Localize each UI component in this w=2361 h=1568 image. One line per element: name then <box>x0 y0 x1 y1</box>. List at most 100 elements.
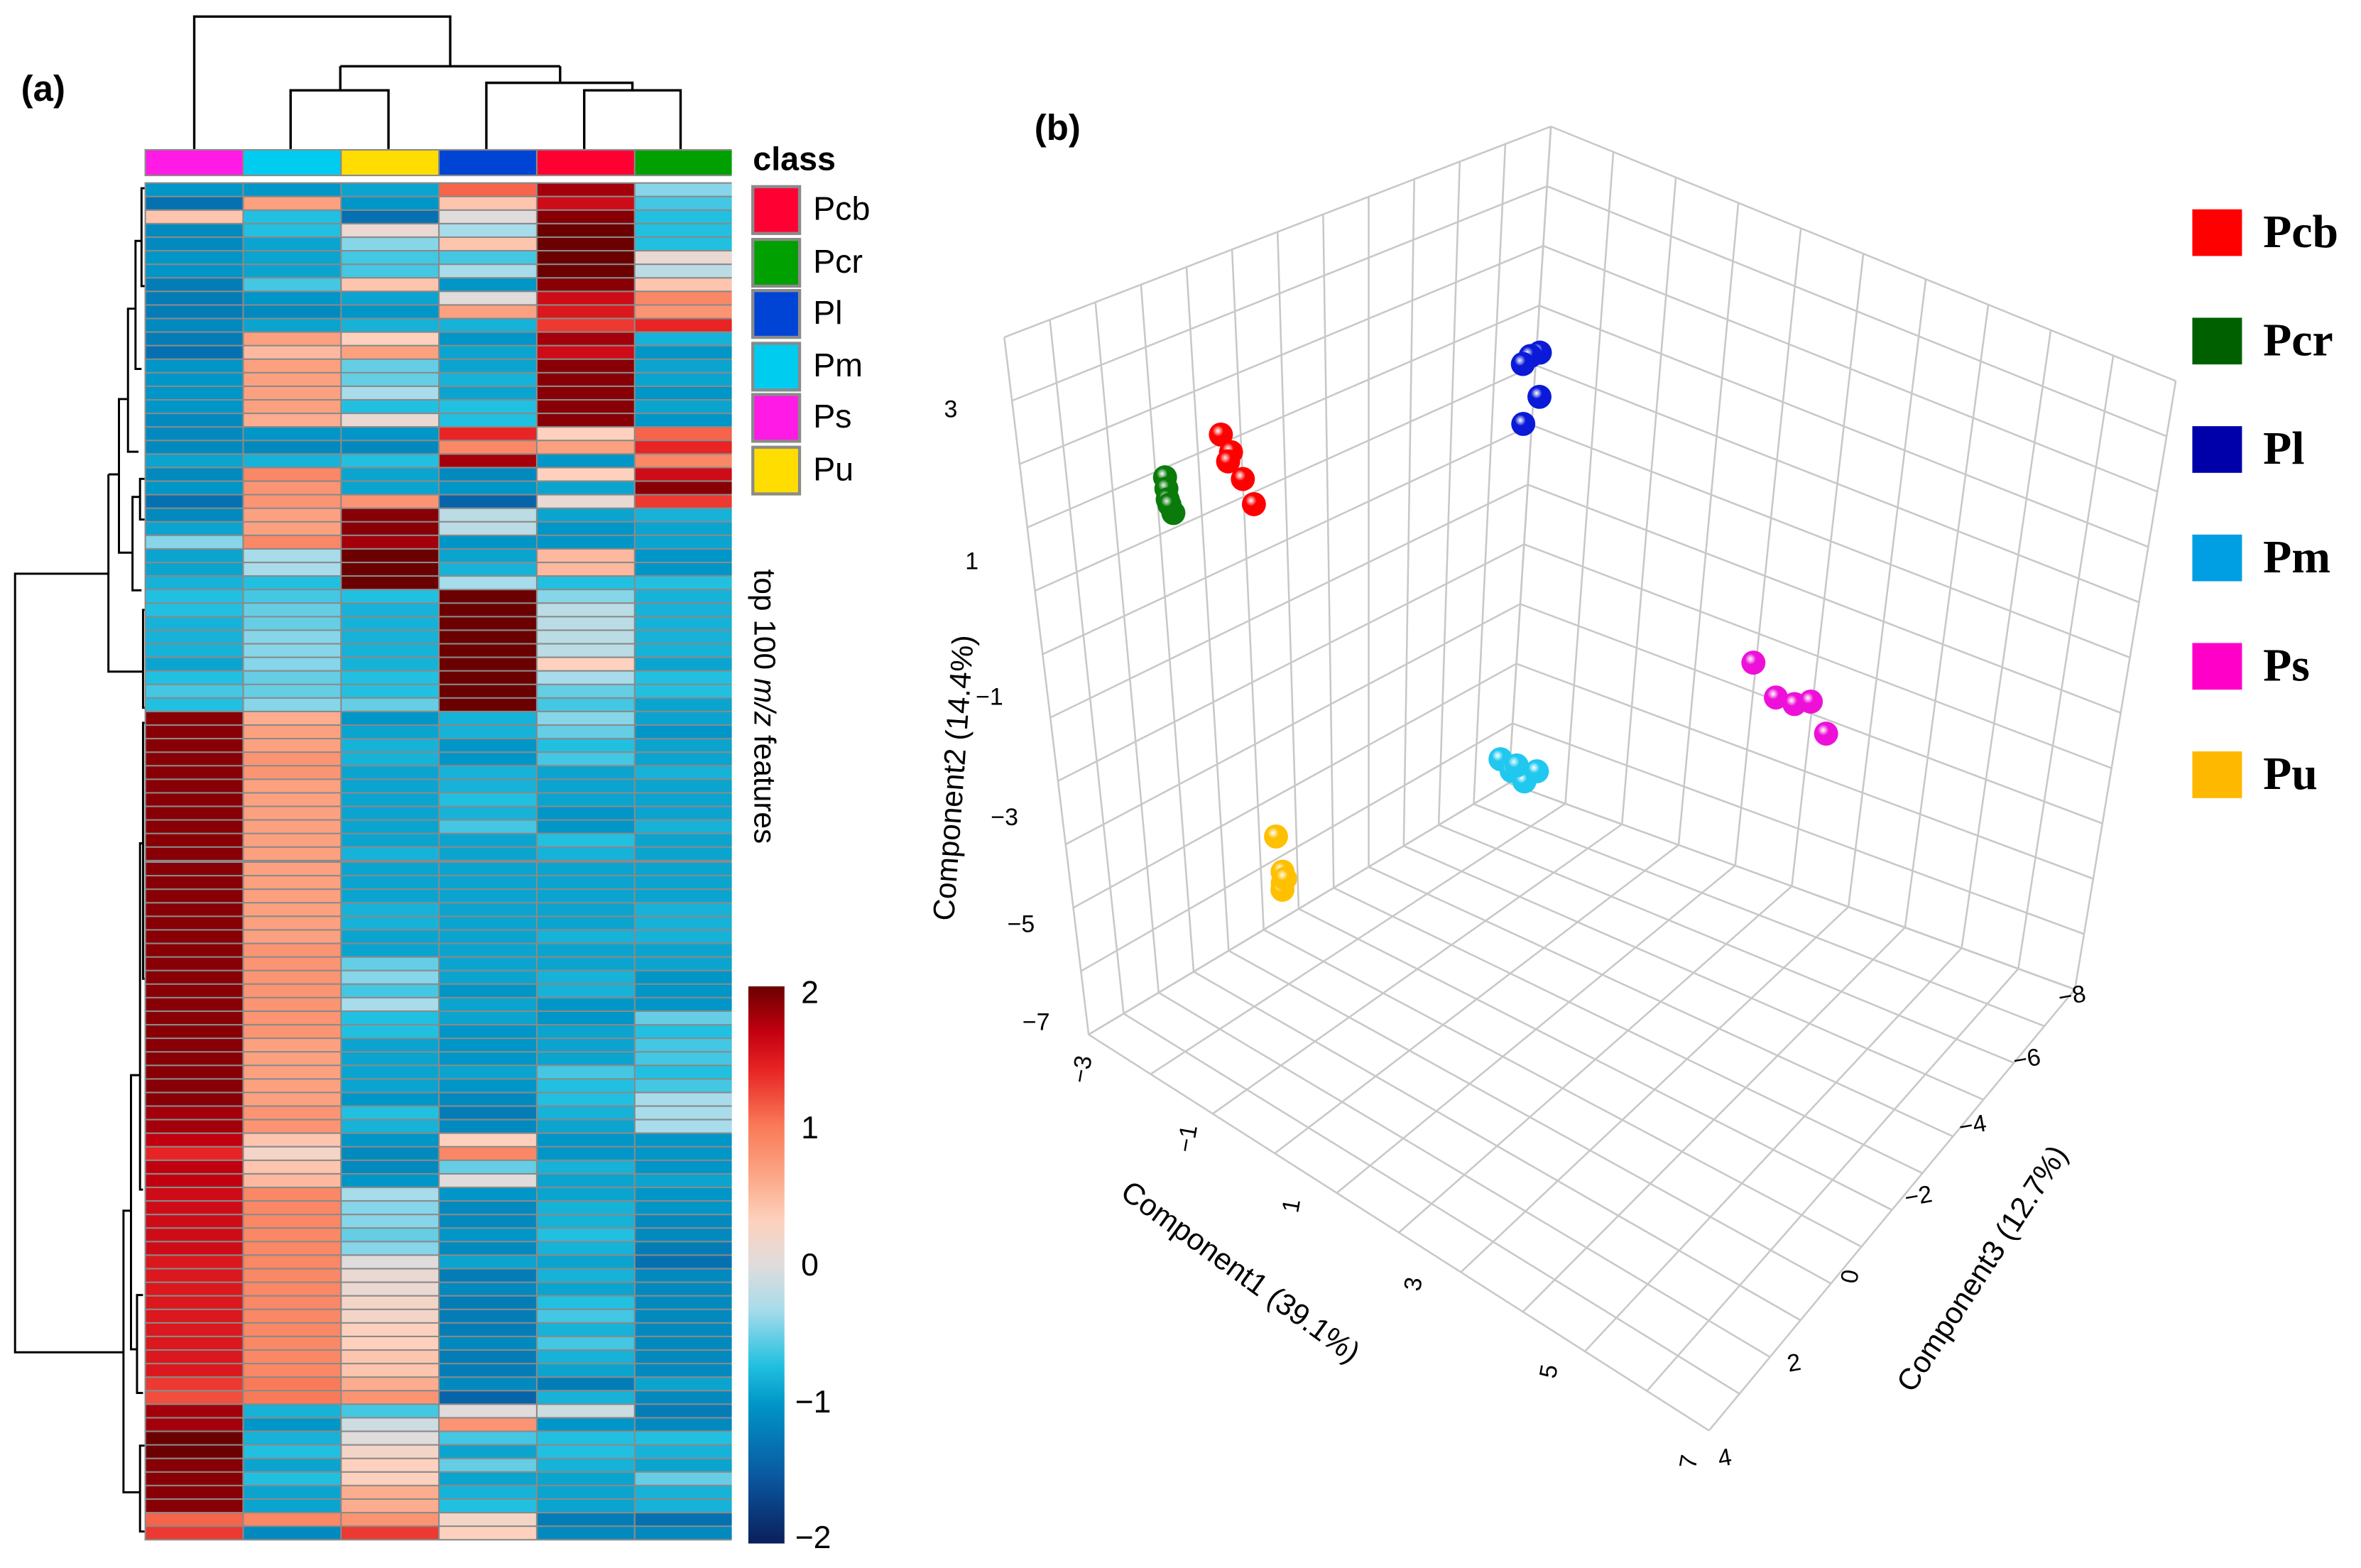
heatmap-cell <box>635 943 731 956</box>
heatmap-cell <box>538 508 633 521</box>
heatmap-cell <box>635 699 731 712</box>
right-wall-gridline <box>1791 254 1865 887</box>
heatmap-cell <box>146 305 242 317</box>
heatmap-cell <box>538 753 633 766</box>
heatmap-cell <box>635 1391 731 1404</box>
heatmap-cell <box>342 617 438 630</box>
heatmap-cell <box>635 1011 731 1024</box>
heatmap-cell <box>244 209 340 222</box>
heatmap-cell <box>440 1269 535 1282</box>
scatter-points <box>1152 340 1838 902</box>
heatmap-cell <box>635 209 731 222</box>
heatmap-cell <box>244 454 340 467</box>
heatmap-cell <box>538 712 633 725</box>
heatmap-cell <box>538 889 633 902</box>
heatmap-cell <box>146 441 242 454</box>
heatmap-cell <box>244 386 340 399</box>
heatmap-cell <box>440 1351 535 1363</box>
left-wall-gridline <box>1231 249 1265 930</box>
heatmap-cell <box>244 889 340 902</box>
heatmap-cell <box>538 209 633 222</box>
heatmap-cell <box>244 1514 340 1527</box>
floor-gridline <box>1274 844 1679 1155</box>
heatmap-cell <box>244 1391 340 1404</box>
heatmap-cell <box>244 1025 340 1038</box>
left-wall-gridline <box>1003 337 1090 1035</box>
heatmap-cell <box>538 739 633 752</box>
heatmap-cell <box>342 1079 438 1091</box>
heatmap-cell <box>146 1432 242 1445</box>
heatmap-cell <box>635 1025 731 1038</box>
heatmap-cell <box>440 848 535 861</box>
heatmap-cell <box>342 957 438 969</box>
heatmap-cell <box>538 1065 633 1078</box>
heatmap-cell <box>440 1106 535 1119</box>
heatmap-cell <box>342 604 438 616</box>
heatmap-cell <box>635 1147 731 1160</box>
heatmap-cell <box>635 1364 731 1377</box>
heatmap-cell <box>244 1297 340 1310</box>
heatmap-cell <box>635 1269 731 1282</box>
heatmap-cell <box>342 834 438 847</box>
heatmap-cell <box>244 237 340 250</box>
heatmap-cell <box>440 1215 535 1228</box>
x-axis-title: Component1 (39.1%) <box>1115 1174 1366 1369</box>
heatmap-cell <box>244 1283 340 1295</box>
heatmap-cell <box>538 1093 633 1106</box>
class-label: Pl <box>813 293 843 332</box>
heatmap-cell <box>635 386 731 399</box>
heatmap-cell <box>440 468 535 481</box>
heatmap-cell <box>635 1079 731 1091</box>
point-pcb <box>1241 492 1266 516</box>
heatmap-cell <box>635 1052 731 1065</box>
heatmap-cell <box>244 903 340 915</box>
heatmap-cell <box>635 223 731 236</box>
legend-swatch-ps <box>2192 643 2242 690</box>
heatmap-cell <box>538 1459 633 1472</box>
heatmap-cell <box>635 1528 731 1540</box>
heatmap-cell <box>146 672 242 685</box>
heatmap-cell <box>440 237 535 250</box>
heatmap-cell <box>440 604 535 616</box>
heatmap-cell <box>538 821 633 834</box>
heatmap-cell <box>244 481 340 494</box>
heatmap-cell <box>635 332 731 345</box>
heatmap-cell <box>342 685 438 698</box>
heatmap-cell <box>440 278 535 290</box>
right-wall-gridline <box>1904 304 1990 928</box>
heatmap-cell <box>440 535 535 548</box>
heatmap-cell <box>440 427 535 440</box>
heatmap-cell <box>440 1229 535 1241</box>
heatmap-cell <box>244 590 340 603</box>
heatmap-cell <box>342 753 438 766</box>
heatmap-cell <box>635 794 731 807</box>
panel-b-label: (b) <box>1034 108 1081 149</box>
heatmap-cell <box>244 427 340 440</box>
heatmap-cell <box>440 1202 535 1214</box>
heatmap-cell <box>244 373 340 386</box>
heatmap-cell <box>538 916 633 929</box>
heatmap-cell <box>440 359 535 372</box>
point-pl <box>1511 411 1536 436</box>
heatmap-cell <box>342 821 438 834</box>
colorbar-tick: 0 <box>801 1248 819 1283</box>
heatmap-cell <box>440 223 535 236</box>
heatmap-cell <box>440 970 535 983</box>
heatmap-cell <box>538 1202 633 1214</box>
class-label: Pu <box>813 450 854 489</box>
heatmap-cell <box>440 861 535 874</box>
heatmap-cell <box>635 535 731 548</box>
heatmap-cell <box>635 264 731 277</box>
heatmap-cell <box>635 848 731 861</box>
heatmap-cell <box>342 535 438 548</box>
heatmap-cell <box>538 998 633 1011</box>
heatmap-cell <box>146 1011 242 1024</box>
heatmap-cell <box>538 427 633 440</box>
heatmap-cell <box>635 916 731 929</box>
heatmap-cell <box>538 1514 633 1527</box>
heatmap-cell <box>146 1514 242 1527</box>
heatmap-cell <box>538 481 633 494</box>
heatmap-cell <box>440 916 535 929</box>
heatmap-cell <box>635 1486 731 1499</box>
heatmap-cell <box>146 780 242 793</box>
